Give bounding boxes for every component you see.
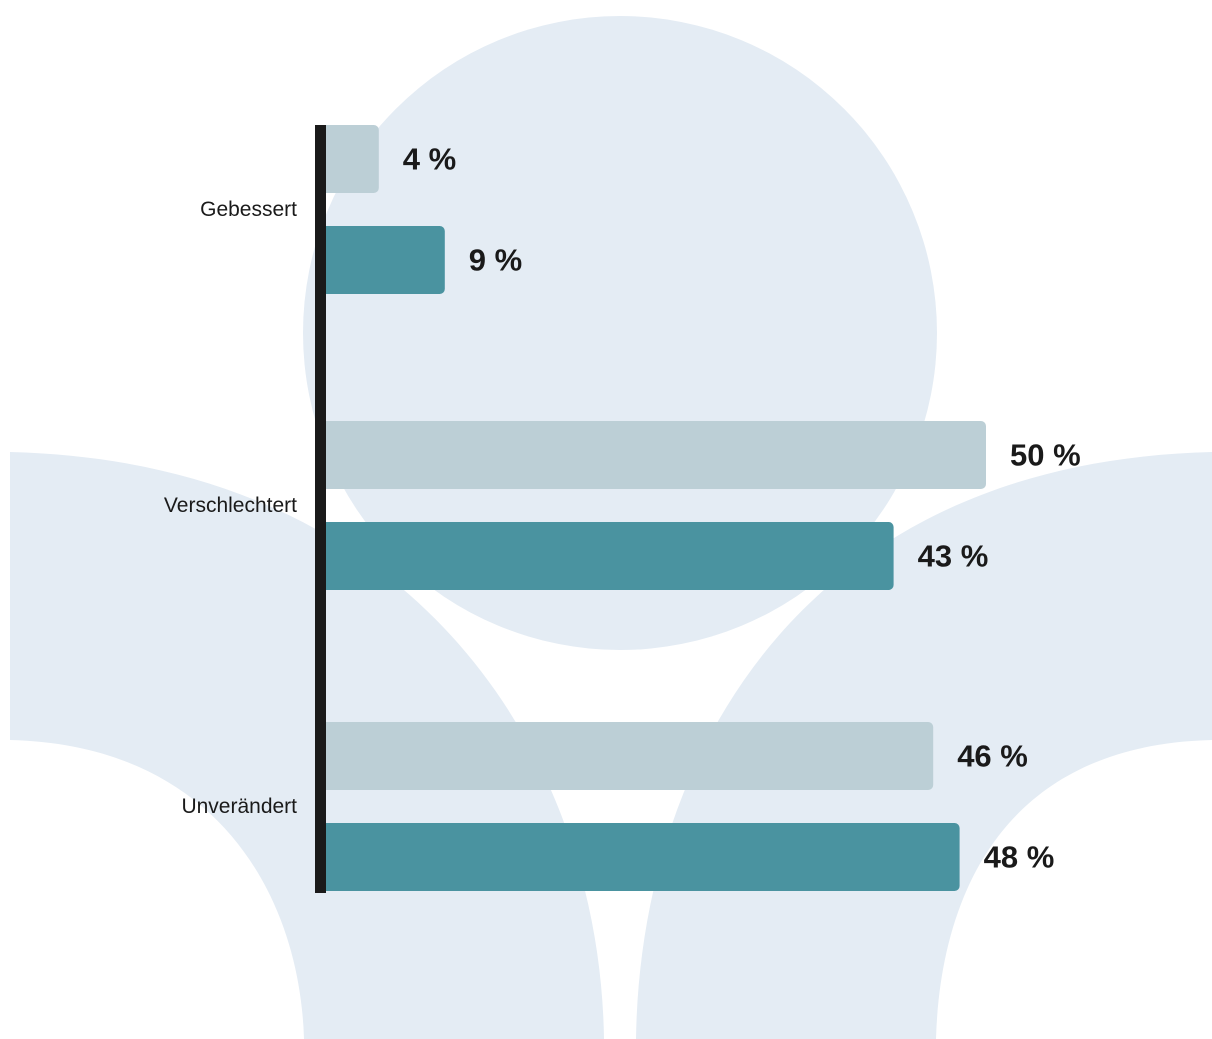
value-label: 50 % — [1010, 438, 1081, 473]
bar-gebessert-s1 — [320, 125, 379, 193]
bar-unverändert-s2 — [320, 823, 960, 891]
background-circle — [303, 16, 937, 650]
bar-verschlechtert-s1 — [320, 421, 986, 489]
value-labels: 4 % 9 % 50 % 43 % 46 % 48 % — [403, 142, 1081, 875]
background-decoration — [10, 16, 1212, 1039]
bar-gebessert-s2 — [320, 226, 445, 294]
category-label: Verschlechtert — [164, 494, 297, 517]
bars — [320, 125, 986, 891]
category-label: Gebessert — [200, 198, 297, 221]
value-label: 4 % — [403, 142, 456, 177]
value-label: 43 % — [918, 539, 989, 574]
value-label: 9 % — [469, 243, 522, 278]
value-label: 48 % — [984, 840, 1055, 875]
bar-verschlechtert-s2 — [320, 522, 894, 590]
value-label: 46 % — [957, 739, 1028, 774]
y-axis-line — [315, 125, 326, 893]
category-label: Unverändert — [181, 795, 297, 818]
category-labels: Gebessert Verschlechtert Unverändert — [164, 198, 297, 818]
bar-unverändert-s1 — [320, 722, 934, 790]
background-arch-left — [10, 452, 604, 1039]
